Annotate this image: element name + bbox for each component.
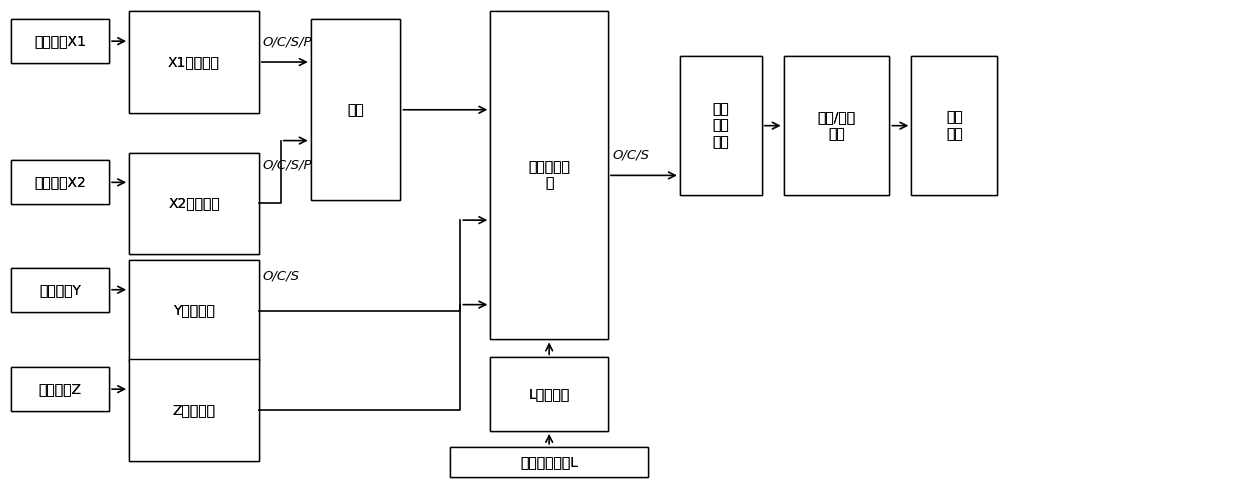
Text: 就地操作指令L: 就地操作指令L xyxy=(520,455,578,469)
Bar xyxy=(490,11,608,339)
Text: 与门: 与门 xyxy=(347,103,365,117)
Bar xyxy=(129,152,259,254)
Bar xyxy=(450,447,649,477)
Text: X2指令接口: X2指令接口 xyxy=(169,196,219,210)
Bar xyxy=(129,11,259,113)
Text: X1指令接口: X1指令接口 xyxy=(167,55,219,69)
Bar xyxy=(490,11,608,339)
Bar xyxy=(129,152,259,254)
Bar xyxy=(311,19,401,200)
Text: L指令接口: L指令接口 xyxy=(528,387,570,401)
Text: Z指令接口: Z指令接口 xyxy=(172,403,216,417)
Text: O/C/S: O/C/S xyxy=(263,270,300,283)
Bar xyxy=(11,367,109,411)
Bar xyxy=(129,359,259,461)
Text: 优选逻辑单
元: 优选逻辑单 元 xyxy=(528,160,570,191)
Bar xyxy=(129,11,259,113)
Text: 与门: 与门 xyxy=(347,103,365,117)
Text: Y指令接口: Y指令接口 xyxy=(174,303,215,318)
Bar xyxy=(311,19,401,200)
Text: 闭锁指令Z: 闭锁指令Z xyxy=(38,382,82,396)
Bar xyxy=(680,56,761,195)
Bar xyxy=(784,56,889,195)
Text: Z指令接口: Z指令接口 xyxy=(172,403,216,417)
Text: 驱动
逻辑
单元: 驱动 逻辑 单元 xyxy=(713,103,729,149)
Bar xyxy=(11,161,109,204)
Text: O/C/S/P: O/C/S/P xyxy=(263,35,312,48)
Text: Y指令接口: Y指令接口 xyxy=(174,303,215,318)
Bar xyxy=(11,19,109,63)
Text: 输入/输出
接口: 输入/输出 接口 xyxy=(817,110,856,141)
Bar xyxy=(129,359,259,461)
Bar xyxy=(11,268,109,312)
Bar xyxy=(490,357,608,431)
Text: 输入/输出
接口: 输入/输出 接口 xyxy=(817,110,856,141)
Text: 执行
机构: 执行 机构 xyxy=(946,110,962,141)
Text: 保护指令X2: 保护指令X2 xyxy=(35,175,86,189)
Text: 控制指令Y: 控制指令Y xyxy=(40,283,81,297)
Text: L指令接口: L指令接口 xyxy=(528,387,570,401)
Text: 控制指令Y: 控制指令Y xyxy=(40,283,81,297)
Bar xyxy=(911,56,997,195)
Text: 保护指令X2: 保护指令X2 xyxy=(35,175,86,189)
Text: O/C/S/P: O/C/S/P xyxy=(263,158,312,171)
Bar xyxy=(911,56,997,195)
Bar xyxy=(11,367,109,411)
Bar xyxy=(11,19,109,63)
Text: 保护指令X1: 保护指令X1 xyxy=(35,34,87,48)
Text: 执行
机构: 执行 机构 xyxy=(946,110,962,141)
Bar xyxy=(450,447,649,477)
Text: X1指令接口: X1指令接口 xyxy=(167,55,219,69)
Text: 保护指令X1: 保护指令X1 xyxy=(35,34,87,48)
Bar xyxy=(129,260,259,362)
Bar xyxy=(490,357,608,431)
Bar xyxy=(11,268,109,312)
Text: 就地操作指令L: 就地操作指令L xyxy=(520,455,578,469)
Text: X2指令接口: X2指令接口 xyxy=(169,196,219,210)
Text: O/C/S: O/C/S xyxy=(613,149,649,162)
Text: 闭锁指令Z: 闭锁指令Z xyxy=(38,382,82,396)
Text: 驱动
逻辑
单元: 驱动 逻辑 单元 xyxy=(713,103,729,149)
Bar xyxy=(784,56,889,195)
Text: 优选逻辑单
元: 优选逻辑单 元 xyxy=(528,160,570,191)
Bar xyxy=(129,260,259,362)
Bar xyxy=(11,161,109,204)
Bar xyxy=(680,56,761,195)
